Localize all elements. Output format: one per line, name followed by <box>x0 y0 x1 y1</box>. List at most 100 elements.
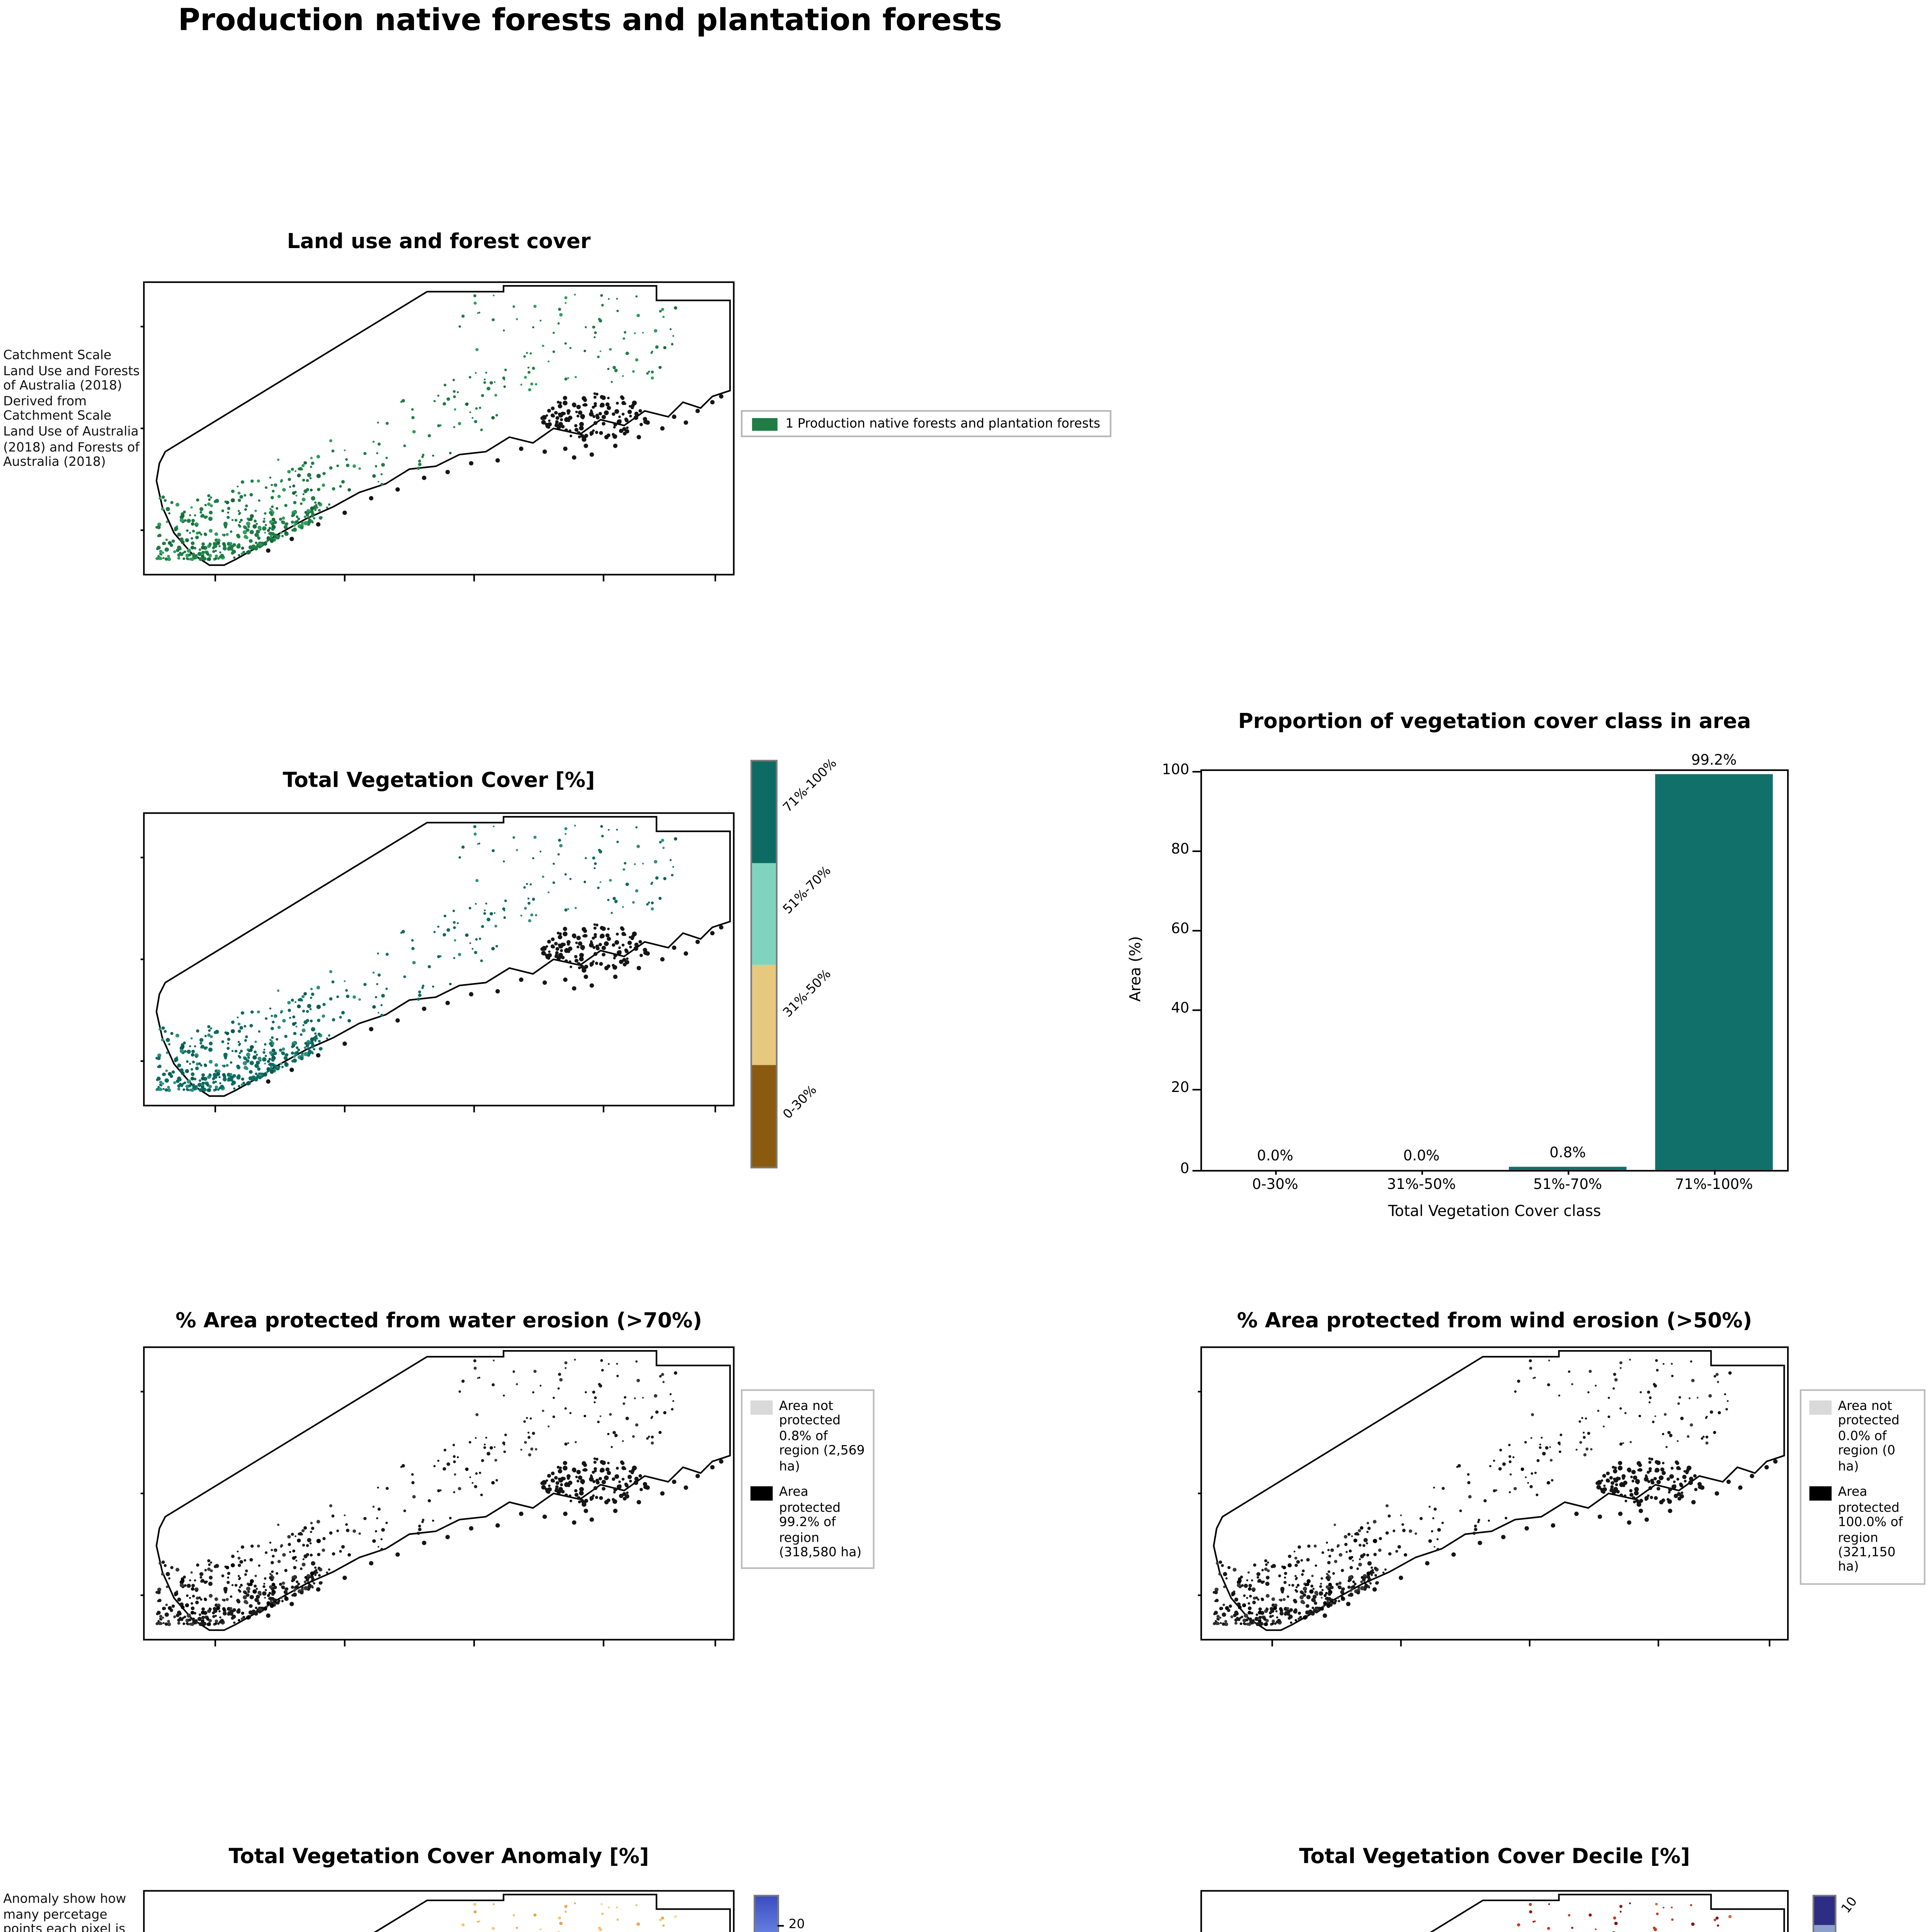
vegcover-map-svg <box>145 814 733 1105</box>
axis-ticks <box>1198 1392 1770 1646</box>
colorbar-segment <box>752 862 776 964</box>
region-outline <box>157 1351 730 1630</box>
colorbar-class-label: 71%-100% <box>780 756 840 815</box>
colorbar-class-label: 10 <box>1838 1894 1860 1916</box>
decile-colorbar: 108-94-72-31 <box>1812 1895 1860 1932</box>
wind-map-svg <box>1202 1348 1787 1639</box>
map-data-dots <box>155 1359 678 1626</box>
colorbar-tick-label: 20 <box>788 1917 805 1932</box>
legend-swatch <box>1809 1400 1832 1415</box>
water-legend: Area not protected 0.8% of region (2,569… <box>741 1389 875 1570</box>
bar-value-label: 0.0% <box>1257 1149 1294 1165</box>
y-tick <box>1192 1089 1200 1091</box>
bar-value-label: 99.2% <box>1691 753 1737 770</box>
region-outline <box>157 1895 730 1932</box>
vegcover-colorbar: 71%-100% 51%-70% 31%-50% 0-30% <box>750 756 839 1168</box>
legend-entry: Area not protected 0.8% of region (2,569… <box>750 1399 865 1474</box>
region-outline <box>157 817 730 1096</box>
y-tick <box>1192 930 1200 932</box>
x-tick <box>1568 1170 1570 1175</box>
x-tick-label: 31%-50% <box>1387 1178 1456 1194</box>
y-tick-label: 0 <box>1180 1161 1190 1177</box>
legend-label: Area protected 99.2% of region (318,580 … <box>779 1485 862 1560</box>
map-data-dots <box>155 293 678 561</box>
legend-swatch <box>1809 1486 1832 1501</box>
colorbar-segment <box>752 1065 776 1167</box>
y-tick <box>1192 1009 1200 1011</box>
bar <box>1655 774 1773 1170</box>
legend-entry: Area protected 100.0% of region (321,150… <box>1809 1485 1916 1575</box>
landuse-map-svg <box>145 283 733 574</box>
x-tick-label: 0-30% <box>1252 1178 1298 1194</box>
map-data-dots <box>461 1902 678 1932</box>
x-tick <box>1714 1170 1716 1175</box>
wind-legend: Area not protected 0.0% of region (0 ha)… <box>1799 1389 1925 1585</box>
axis-ticks <box>141 1392 715 1646</box>
map-data-dots <box>155 824 678 1092</box>
legend-label: Area not protected 0.8% of region (2,569… <box>779 1399 865 1473</box>
y-tick-label: 80 <box>1171 842 1190 858</box>
map-island-dots <box>266 923 723 1084</box>
y-tick-label: 20 <box>1171 1081 1190 1097</box>
proportion-ylabel: Area (%) <box>1127 936 1145 1002</box>
colorbar-class-label: 0-30% <box>780 1082 820 1122</box>
colorbar-segment <box>752 761 776 863</box>
bar-value-label: 0.8% <box>1549 1146 1586 1162</box>
y-tick <box>1192 1169 1200 1171</box>
proportion-chart-title: Proportion of vegetation cover class in … <box>1238 710 1751 735</box>
landuse-caption: Catchment Scale Land Use and Forests of … <box>3 348 140 469</box>
map-island-dots <box>266 392 723 553</box>
legend-entry: Area protected 99.2% of region (318,580 … <box>750 1485 865 1560</box>
water-map-svg <box>145 1348 733 1639</box>
colorbar-segment <box>1814 1925 1835 1932</box>
y-tick-label: 60 <box>1171 922 1190 938</box>
map-island-dots <box>266 1457 723 1618</box>
landuse-legend-label: 1 Production native forests and plantati… <box>785 416 1100 431</box>
legend-entry: Area not protected 0.0% of region (0 ha) <box>1809 1399 1916 1474</box>
landuse-title: Land use and forest cover <box>287 230 591 255</box>
legend-label: Area not protected 0.0% of region (0 ha) <box>1838 1399 1900 1473</box>
bar-value-label: 0.0% <box>1403 1149 1440 1165</box>
colorbar-class-label: 51%-70% <box>780 864 834 917</box>
region-outline <box>1214 1351 1784 1630</box>
water-title: % Area protected from water erosion (>70… <box>175 1310 702 1334</box>
x-tick-label: 51%-70% <box>1533 1178 1602 1194</box>
bar <box>1509 1167 1626 1170</box>
y-tick-label: 40 <box>1171 1002 1190 1018</box>
decile-map-svg <box>1202 1892 1787 1932</box>
wind-title: % Area protected from wind erosion (>50%… <box>1237 1310 1752 1334</box>
anomaly-title: Total Vegetation Cover Anomaly [%] <box>228 1845 649 1869</box>
map-data-dots <box>1212 1359 1732 1626</box>
legend-label: Area protected 100.0% of region (321,150… <box>1838 1485 1903 1575</box>
landuse-map <box>143 281 735 575</box>
anomaly-caption: Anomaly show how many percetage points e… <box>3 1891 126 1932</box>
vegcover-title: Total Vegetation Cover [%] <box>283 769 595 793</box>
region-outline <box>157 286 730 565</box>
colorbar-segment <box>1814 1896 1835 1925</box>
decile-map <box>1200 1890 1789 1932</box>
map-data-dots <box>1517 1902 1732 1932</box>
x-tick-label: 71%-100% <box>1675 1178 1753 1194</box>
axis-ticks <box>141 857 715 1112</box>
colorbar-tick <box>777 1924 784 1926</box>
y-tick <box>1192 770 1200 772</box>
legend-swatch <box>750 1486 773 1501</box>
anomaly-map <box>143 1890 735 1932</box>
wind-map <box>1200 1346 1789 1640</box>
colorbar-segment <box>752 964 776 1066</box>
anomaly-map-svg <box>145 1892 733 1932</box>
proportion-bar-plot: 0.0% 0-30% 0.0% 31%-50% 0.8% 51%-70% 99.2% 71%-… <box>1162 753 1789 1194</box>
legend-swatch <box>750 1400 773 1415</box>
x-tick <box>1421 1170 1423 1175</box>
region-outline <box>1214 1895 1784 1932</box>
axis-ticks <box>141 327 715 581</box>
colorbar-class-label: 31%-50% <box>780 966 834 1019</box>
water-map <box>143 1346 735 1640</box>
landuse-legend: 1 Production native forests and plantati… <box>741 410 1112 437</box>
page-title: Production native forests and plantation… <box>178 3 1002 38</box>
y-tick-label: 100 <box>1162 762 1190 778</box>
proportion-xlabel: Total Vegetation Cover class <box>1388 1203 1601 1221</box>
vegcover-map <box>143 812 735 1106</box>
decile-title: Total Vegetation Cover Decile [%] <box>1299 1845 1690 1869</box>
